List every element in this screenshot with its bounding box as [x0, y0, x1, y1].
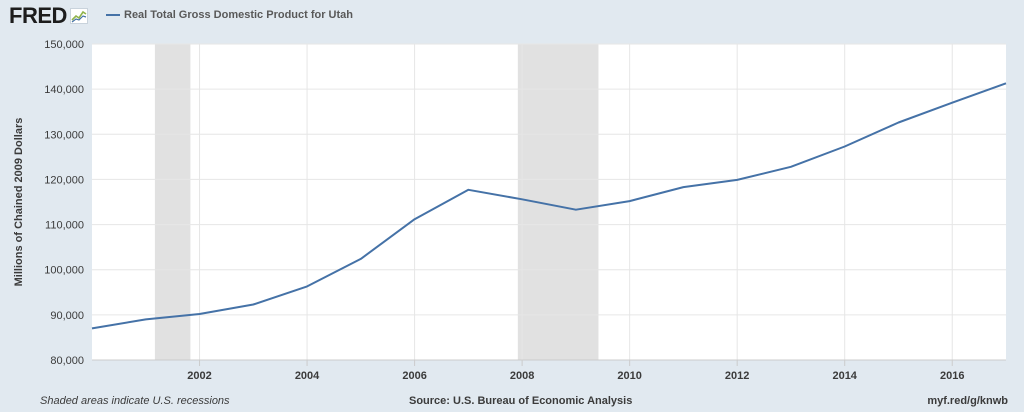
x-axis-ticks: 2002 2004 2006 2008 2010 2012 2014 2016: [92, 359, 1006, 382]
recession-note: Shaded areas indicate U.S. recessions: [40, 395, 230, 407]
chart-header: FRED Real Total Gross Domestic Product f…: [0, 0, 1024, 34]
y-tick-label: 130,000: [44, 129, 84, 141]
x-tick-label: 2008: [510, 370, 534, 382]
x-tick-label: 2004: [295, 370, 320, 382]
y-tick-label: 150,000: [44, 39, 84, 51]
x-tick-label: 2006: [402, 370, 426, 382]
x-tick-label: 2002: [187, 370, 211, 382]
recession-band-1: [517, 44, 599, 360]
chart-footer: Shaded areas indicate U.S. recessions So…: [0, 393, 1024, 411]
fred-logo[interactable]: FRED: [9, 4, 88, 28]
chart-legend: Real Total Gross Domestic Product for Ut…: [106, 9, 353, 21]
grid-lines: [92, 43, 1006, 361]
x-tick-label: 2016: [940, 370, 964, 382]
x-tick-label: 2014: [832, 370, 857, 382]
y-axis-ticks: 80,000 90,000 100,000 110,000 120,000 130,000…: [44, 39, 84, 367]
line-chart: 80,000 90,000 100,000 110,000 120,000 130,000…: [13, 39, 1007, 382]
legend-label: Real Total Gross Domestic Product for Ut…: [124, 9, 354, 21]
fred-logo-text: FRED: [9, 3, 67, 28]
y-tick-label: 140,000: [44, 84, 84, 96]
x-tick-label: 2010: [617, 370, 641, 382]
y-tick-label: 110,000: [45, 220, 84, 232]
y-axis-title: Millions of Chained 2009 Dollars: [13, 118, 25, 287]
series-layer: [91, 82, 1007, 330]
recession-band-0: [154, 44, 191, 360]
y-tick-label: 100,000: [44, 265, 84, 277]
y-tick-label: 120,000: [44, 174, 84, 186]
y-tick-label: 90,000: [50, 310, 84, 322]
legend-swatch: [106, 14, 120, 16]
short-link[interactable]: myf.red/g/knwb: [927, 395, 1008, 407]
y-tick-label: 80,000: [50, 355, 84, 367]
series-line-0: [91, 82, 1007, 330]
x-tick-label: 2012: [725, 370, 749, 382]
source-text: Source: U.S. Bureau of Economic Analysis: [409, 395, 633, 407]
chart-line-icon: [69, 8, 88, 24]
